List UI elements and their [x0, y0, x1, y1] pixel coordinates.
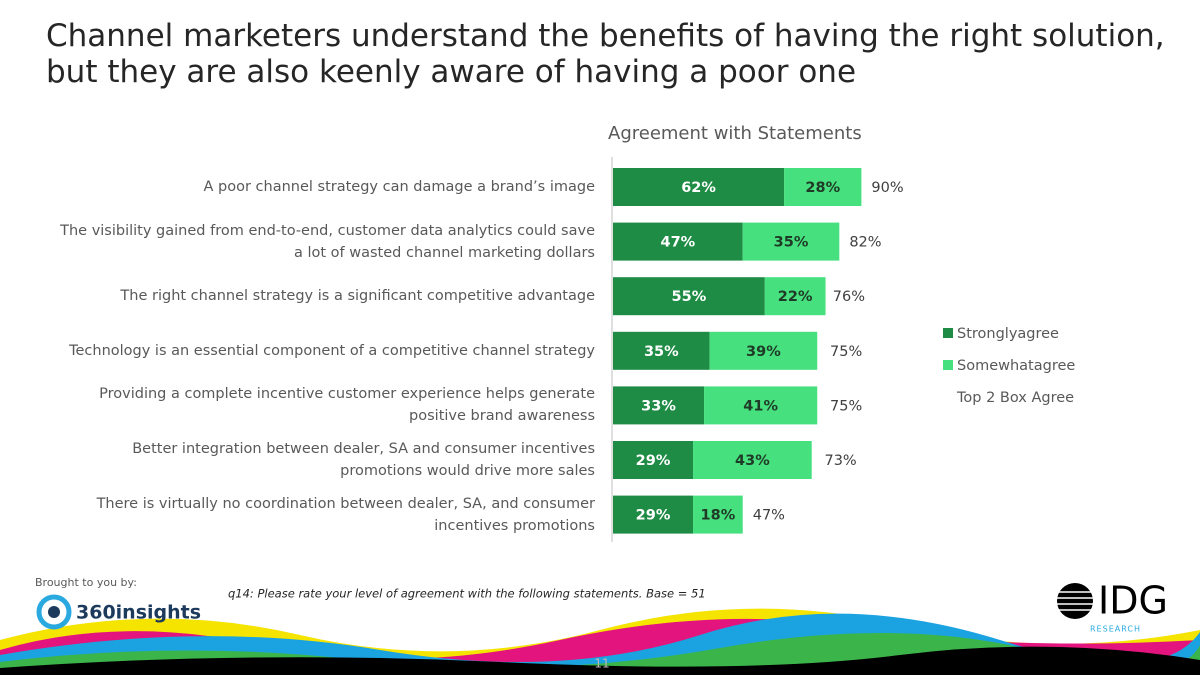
value-label: 22% — [778, 289, 813, 305]
category-label: Technology is an essential component of … — [69, 342, 595, 359]
bar-segment — [693, 495, 743, 534]
value-label: 41% — [743, 398, 778, 414]
legend-swatch — [943, 360, 953, 370]
category-label: The visibility gained from end-to-end, c… — [60, 222, 595, 261]
value-label: 35% — [644, 344, 679, 360]
value-label: 39% — [746, 344, 781, 360]
chart-title: Agreement with Statements — [608, 123, 862, 144]
value-label: 62% — [681, 180, 716, 196]
value-label: 28% — [805, 180, 840, 196]
value-label: 33% — [641, 398, 676, 414]
footer-waves — [0, 608, 1200, 675]
legend-label: Stronglyagree — [957, 326, 1059, 342]
slide-title: Channel marketers understand the benefit… — [46, 18, 1165, 90]
value-label: 55% — [672, 289, 707, 305]
category-label: There is virtually no coordination betwe… — [96, 495, 595, 534]
sponsor-logo — [36, 594, 72, 630]
bar-segment — [704, 386, 818, 425]
bar-segment — [709, 331, 818, 370]
brand: IDG — [1098, 579, 1168, 623]
bar-segment — [613, 277, 765, 316]
value-label: 47% — [661, 235, 696, 251]
brand-sub: RESEARCH — [1090, 625, 1141, 634]
category-label: Providing a complete incentive customer … — [99, 386, 595, 425]
bar-segment — [742, 222, 840, 261]
value-label: 29% — [636, 508, 671, 524]
value-label: 43% — [735, 453, 770, 469]
bar-segment — [693, 441, 812, 479]
legend-label: Top 2 Box Agree — [956, 390, 1074, 406]
category-label: The right channel strategy is a signific… — [120, 288, 595, 305]
footnote: q14: Please rate your level of agreement… — [228, 587, 706, 601]
total-label: 75% — [830, 344, 862, 360]
total-label: 82% — [849, 235, 881, 251]
idg-logo — [1055, 583, 1095, 619]
bar-segment — [613, 495, 694, 534]
sponsor: 360insights — [76, 602, 201, 624]
category-label: Better integration between dealer, SA an… — [132, 441, 595, 479]
value-label: 35% — [774, 235, 809, 251]
total-label: 90% — [871, 180, 903, 196]
total-label: 73% — [824, 453, 856, 469]
total-label: 47% — [753, 508, 785, 524]
bar-segment — [784, 168, 862, 206]
legend-label: Somewhatagree — [957, 358, 1075, 374]
value-label: 18% — [701, 508, 736, 524]
total-label: 75% — [830, 398, 862, 414]
legend-swatch — [943, 328, 953, 338]
category-label: A poor channel strategy can damage a bra… — [203, 179, 596, 195]
bar-segment — [764, 277, 826, 316]
sponsor-logo-dot — [48, 606, 60, 618]
bar-segment — [613, 168, 785, 206]
total-label: 76% — [833, 289, 865, 305]
bar-segment — [613, 441, 694, 479]
bar-segment — [613, 386, 705, 425]
bar-segment — [613, 222, 743, 261]
bar-segment — [613, 331, 710, 370]
page-number: 11 — [594, 657, 609, 671]
value-label: 29% — [636, 453, 671, 469]
credit: Brought to you by: — [35, 576, 137, 589]
